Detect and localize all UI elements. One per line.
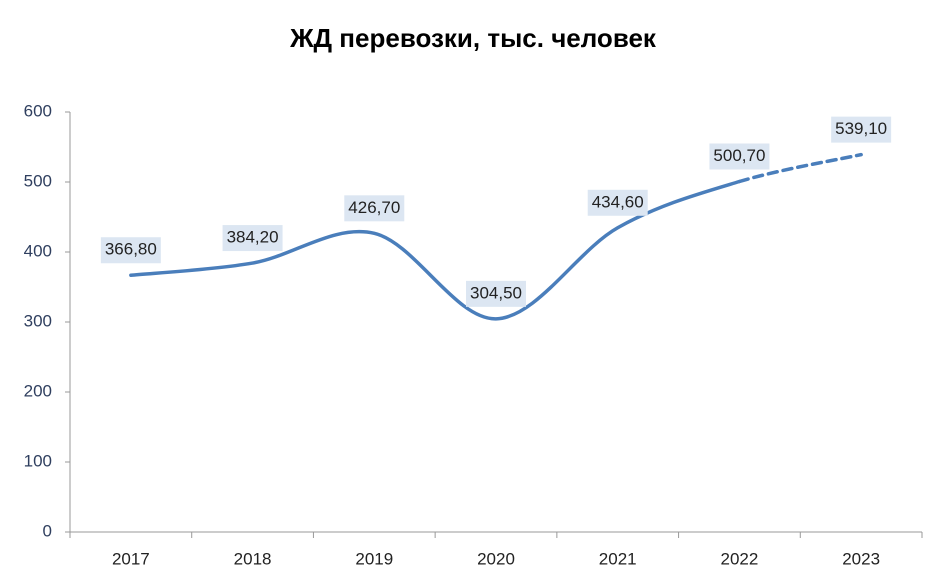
x-tick-label: 2022 (721, 549, 759, 568)
x-tick-label: 2019 (355, 549, 393, 568)
x-tick-label: 2023 (842, 549, 880, 568)
data-label: 500,70 (713, 146, 765, 165)
data-label: 366,80 (105, 240, 157, 259)
label-bg (344, 195, 405, 222)
x-tick-label: 2017 (112, 549, 150, 568)
y-tick-label: 400 (24, 241, 52, 260)
line-dashed (737, 152, 863, 184)
y-tick-label: 200 (24, 381, 52, 400)
data-label: 426,70 (348, 198, 400, 217)
data-label: 304,50 (470, 283, 522, 302)
label-bg (587, 189, 648, 216)
y-tick-label: 500 (24, 171, 52, 190)
y-tick-label: 300 (24, 311, 52, 330)
data-label: 539,10 (835, 119, 887, 138)
label-bg (709, 143, 770, 170)
x-tick-label: 2021 (599, 549, 637, 568)
chart-title: ЖД перевозки, тыс. человек (289, 23, 657, 53)
data-label: 434,60 (592, 192, 644, 211)
label-bg (466, 280, 526, 307)
data-label: 384,20 (227, 228, 279, 247)
y-tick-label: 100 (24, 451, 52, 470)
line (129, 179, 742, 321)
x-tick-label: 2018 (234, 549, 272, 568)
x-tick-label: 2020 (477, 549, 515, 568)
label-bg (100, 237, 161, 264)
label-bg (831, 116, 892, 143)
y-tick-label: 600 (24, 101, 52, 120)
label-bg (222, 225, 283, 252)
y-tick-label: 0 (43, 521, 52, 540)
